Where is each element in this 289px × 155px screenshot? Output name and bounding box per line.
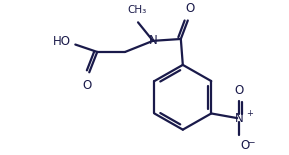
Text: O: O [83, 79, 92, 92]
Text: −: − [247, 137, 255, 146]
Text: O: O [234, 84, 244, 97]
Text: +: + [246, 109, 253, 118]
Text: N: N [235, 112, 244, 125]
Text: N: N [149, 34, 157, 47]
Text: CH₃: CH₃ [127, 5, 147, 15]
Text: HO: HO [53, 35, 71, 48]
Text: O: O [185, 2, 194, 15]
Text: O: O [240, 139, 249, 152]
